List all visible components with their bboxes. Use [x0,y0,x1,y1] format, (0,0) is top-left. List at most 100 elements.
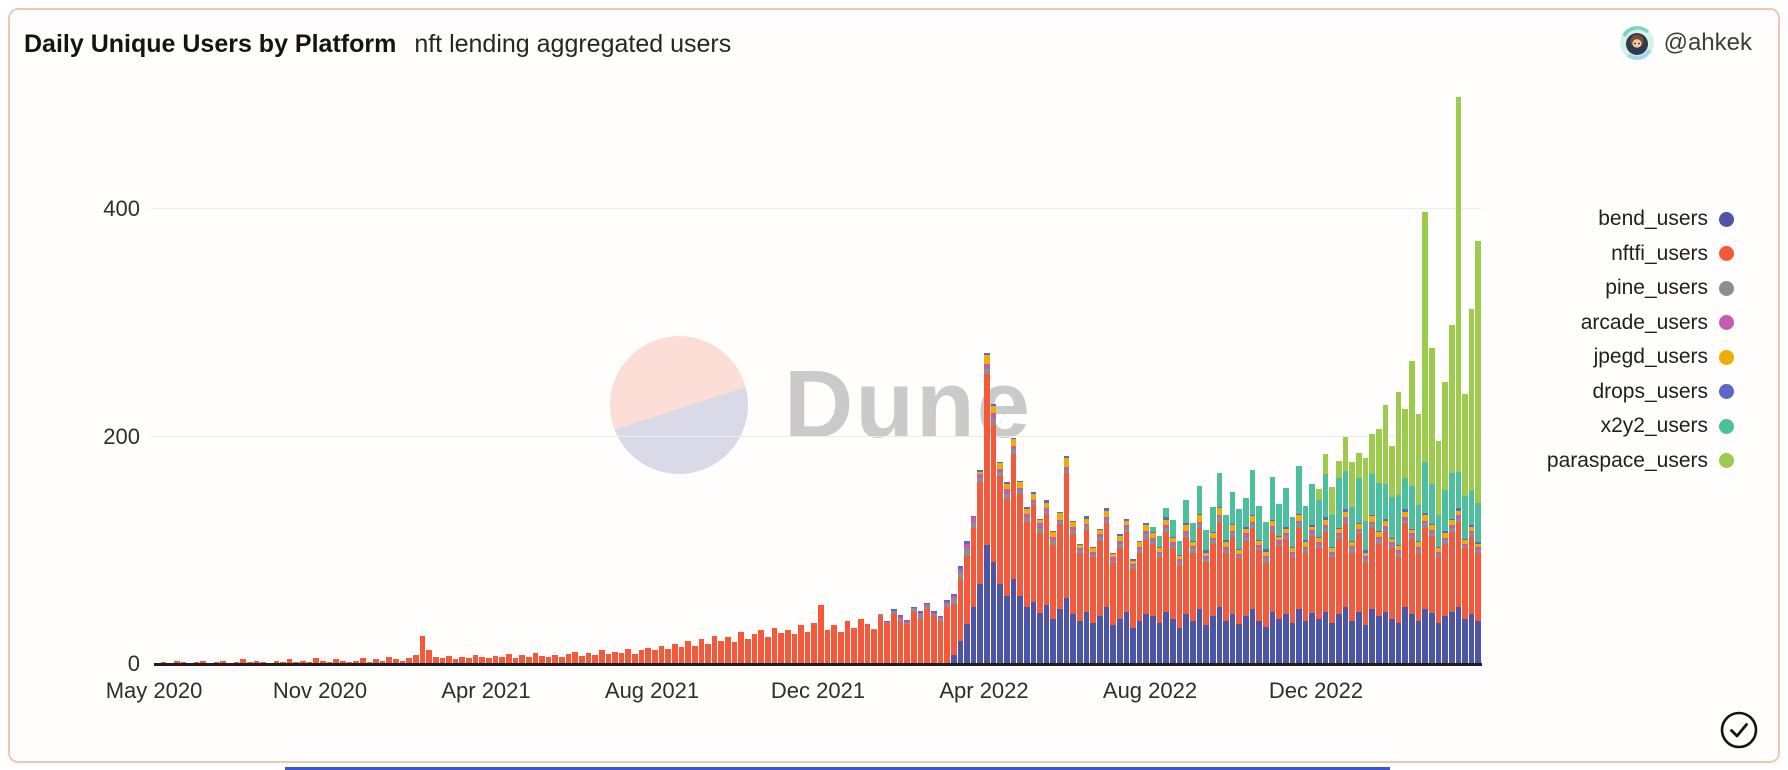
bar[interactable] [857,618,864,664]
bar[interactable] [505,653,512,664]
bar[interactable] [784,629,791,664]
bar[interactable] [592,654,598,664]
bar[interactable] [711,635,718,664]
bar[interactable] [286,659,293,664]
legend-item-paraspace_users[interactable]: paraspace_users [1547,444,1734,479]
bar[interactable] [519,654,525,664]
bar[interactable] [1110,552,1116,664]
bar[interactable] [831,625,837,664]
bar[interactable] [412,654,419,664]
bar[interactable] [818,604,824,664]
bar[interactable] [293,661,300,664]
bar[interactable] [492,656,499,664]
bar[interactable] [426,650,432,664]
bar[interactable] [645,648,652,664]
bar[interactable] [220,660,227,664]
bar[interactable] [1402,409,1409,664]
bar[interactable] [658,645,665,664]
bar[interactable] [1209,507,1216,664]
bar[interactable] [877,614,884,664]
bar[interactable] [353,660,359,664]
bar[interactable] [579,656,585,664]
bar[interactable] [1189,523,1196,664]
bar[interactable] [472,654,479,664]
bar[interactable] [1249,469,1256,664]
bar[interactable] [652,650,658,664]
bar[interactable] [320,660,326,664]
bar[interactable] [1442,382,1448,664]
bar[interactable] [1030,492,1037,664]
bar[interactable] [339,660,346,664]
bar[interactable] [1322,453,1329,664]
bar[interactable] [1203,529,1209,664]
bar[interactable] [452,659,459,664]
bar[interactable] [260,661,266,664]
bar[interactable] [572,651,578,664]
bar[interactable] [253,660,260,664]
bar[interactable] [1043,500,1050,664]
legend-item-nftfi_users[interactable]: nftfi_users [1547,237,1734,272]
bar[interactable] [598,650,605,664]
bar[interactable] [851,627,857,664]
bar[interactable] [1223,515,1229,664]
bar[interactable] [937,616,944,664]
legend-item-bend_users[interactable]: bend_users [1547,202,1734,237]
bar[interactable] [625,649,632,664]
bar[interactable] [844,620,851,664]
bar[interactable] [1070,520,1077,664]
bar[interactable] [1276,503,1282,664]
bar[interactable] [300,660,306,664]
bar[interactable] [1103,508,1110,664]
bar[interactable] [1302,506,1309,664]
bar[interactable] [446,656,452,664]
bar[interactable] [1017,481,1023,664]
bar[interactable] [1256,506,1262,664]
bar[interactable] [1090,546,1096,664]
bar[interactable] [618,652,625,664]
bar[interactable] [778,633,784,664]
bar[interactable] [665,649,671,664]
legend-item-pine_users[interactable]: pine_users [1547,271,1734,306]
bar[interactable] [1176,541,1183,664]
bar[interactable] [731,642,738,664]
bar[interactable] [1150,526,1156,664]
bar[interactable] [977,469,984,664]
bar[interactable] [1130,559,1136,664]
bar[interactable] [798,625,804,664]
bar[interactable] [1355,452,1362,664]
bar[interactable] [632,653,638,664]
bar[interactable] [791,634,798,664]
bar[interactable] [1289,517,1296,664]
bar[interactable] [864,624,871,664]
bar[interactable] [1296,466,1302,664]
bar[interactable] [612,651,618,664]
bar[interactable] [213,661,220,664]
bar[interactable] [486,658,492,664]
bar[interactable] [1336,460,1342,664]
bar[interactable] [459,657,466,664]
bar[interactable] [1123,518,1130,664]
bar[interactable] [758,629,764,664]
bar[interactable] [1163,508,1170,664]
bar[interactable] [1229,492,1236,664]
bar[interactable] [1170,519,1176,664]
bar[interactable] [1435,441,1442,664]
bar[interactable] [891,609,897,664]
legend-item-jpegd_users[interactable]: jpegd_users [1547,340,1734,375]
bar[interactable] [745,639,751,664]
bar[interactable] [751,634,758,664]
bar[interactable] [1004,482,1010,664]
bar[interactable] [373,659,379,664]
bar[interactable] [439,658,446,664]
bar[interactable] [1023,507,1030,664]
bar[interactable] [333,659,339,664]
bar[interactable] [1409,360,1415,664]
bar[interactable] [246,661,253,664]
bar[interactable] [678,646,685,664]
bar[interactable] [525,657,532,664]
bar[interactable] [393,659,399,664]
bar[interactable] [273,660,280,664]
bar[interactable] [1395,392,1402,664]
bar[interactable] [313,658,320,664]
bar[interactable] [1050,531,1057,664]
